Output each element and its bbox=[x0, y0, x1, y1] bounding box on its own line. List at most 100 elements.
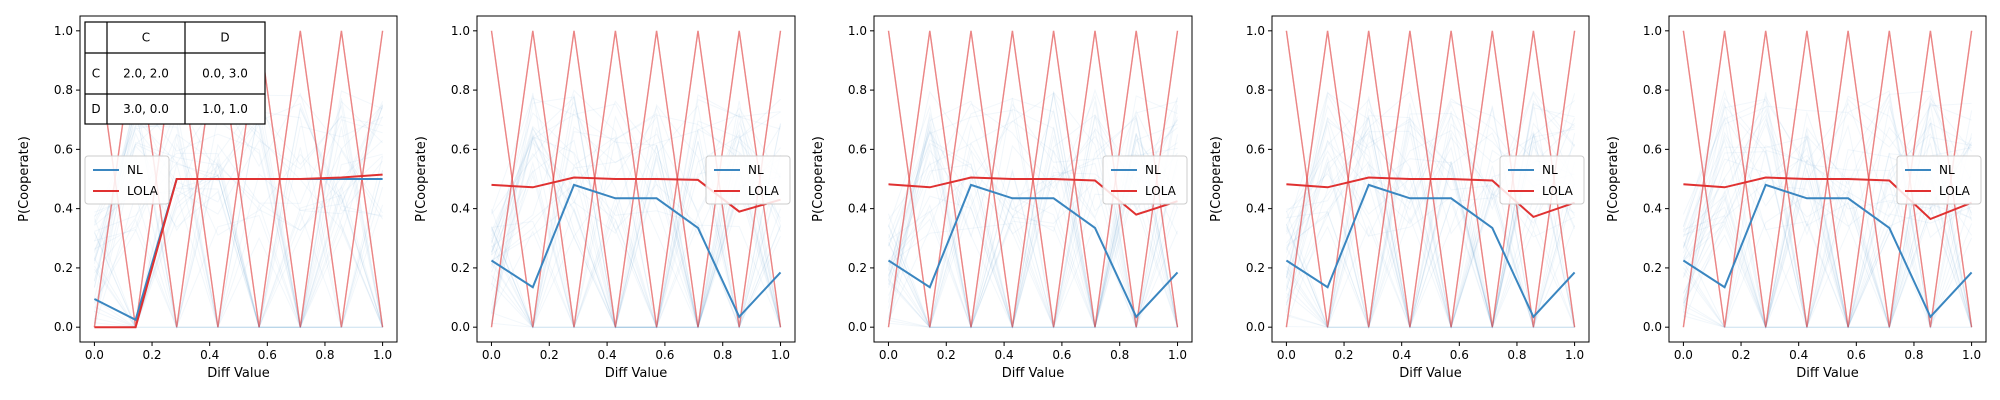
legend-label-nl: NL bbox=[1542, 163, 1558, 177]
y-tick-label: 0.2 bbox=[848, 261, 867, 275]
nl-trajectory-line bbox=[888, 100, 1178, 330]
nl-trajectory-line bbox=[491, 114, 781, 328]
y-tick-label: 0.4 bbox=[451, 202, 470, 216]
x-axis-label: Diff Value bbox=[1002, 366, 1064, 381]
x-tick-label: 1.0 bbox=[1565, 348, 1584, 362]
series-line-lola bbox=[1683, 176, 1972, 221]
y-tick-label: 0.2 bbox=[54, 261, 73, 275]
y-axis-label: P(Cooperate) bbox=[1606, 136, 1621, 222]
x-tick-label: 0.6 bbox=[258, 348, 277, 362]
nl-trajectory-line bbox=[1285, 164, 1576, 328]
axes-frame bbox=[1271, 15, 1590, 343]
nl-trajectory-line bbox=[93, 125, 384, 328]
nl-trajectory-line bbox=[1286, 117, 1576, 328]
y-axis-label: P(Cooperate) bbox=[1209, 136, 1224, 222]
x-axis-label: Diff Value bbox=[1399, 366, 1461, 381]
nl-trajectory-line bbox=[1285, 91, 1575, 328]
y-tick-label: 0.8 bbox=[848, 83, 867, 97]
x-tick-label: 1.0 bbox=[373, 348, 392, 362]
nl-trajectory-line bbox=[1683, 122, 1973, 330]
x-tick-label: 0.4 bbox=[598, 348, 617, 362]
nl-trajectory-line bbox=[491, 114, 781, 328]
y-tick-label: 1.0 bbox=[848, 24, 867, 38]
nl-trajectory-line bbox=[1285, 116, 1576, 328]
series-line-nl bbox=[1682, 183, 1973, 319]
nl-trajectory-line bbox=[1682, 95, 1973, 328]
legend-label-nl: NL bbox=[1939, 163, 1955, 177]
nl-trajectory-line bbox=[888, 111, 1178, 329]
nl-trajectory-line bbox=[94, 101, 384, 329]
nl-trajectory-line bbox=[93, 141, 384, 328]
y-tick-label: 0.0 bbox=[451, 320, 470, 334]
series-line-nl bbox=[1285, 183, 1576, 319]
nl-trajectory-line bbox=[888, 114, 1178, 328]
axes-frame bbox=[79, 15, 398, 343]
nl-trajectory-line bbox=[888, 170, 1178, 328]
nl-trajectory-line bbox=[888, 101, 1178, 328]
nl-trajectory-line bbox=[93, 122, 384, 328]
x-tick-label: 0.2 bbox=[142, 348, 161, 362]
nl-trajectory-line bbox=[491, 126, 781, 328]
legend: NL LOLA bbox=[1896, 155, 1982, 205]
nl-trajectory-line bbox=[491, 94, 781, 328]
y-tick-label: 0.4 bbox=[848, 202, 867, 216]
x-tick-label: 0.0 bbox=[879, 348, 898, 362]
nl-trajectory-line bbox=[491, 98, 781, 328]
subplot-4: 0.0 0.2 0.4 0.6 0.8 1.0 0.0 0.2 0.4 0.6 0.8 1.0 Diff… bbox=[1209, 15, 1590, 381]
x-tick-label: 0.4 bbox=[995, 348, 1014, 362]
payoff-row-header: D bbox=[91, 102, 100, 116]
nl-trajectory-line bbox=[1683, 122, 1973, 328]
series-line-lola bbox=[1286, 176, 1575, 219]
x-tick-label: 1.0 bbox=[1962, 348, 1981, 362]
x-tick-label: 0.8 bbox=[1904, 348, 1923, 362]
x-tick-label: 0.4 bbox=[1789, 348, 1808, 362]
nl-trajectory-line bbox=[491, 89, 781, 330]
nl-trajectory-line bbox=[93, 108, 383, 329]
legend-label-nl: NL bbox=[1145, 163, 1161, 177]
nl-trajectory-line bbox=[93, 103, 384, 328]
x-tick-label: 1.0 bbox=[771, 348, 790, 362]
nl-trajectory-line bbox=[1285, 90, 1575, 329]
nl-trajectory-line bbox=[491, 169, 781, 329]
y-tick-label: 0.2 bbox=[1246, 261, 1265, 275]
legend: NL LOLA bbox=[84, 155, 170, 205]
nl-trajectory-line bbox=[94, 98, 384, 328]
series-line-nl bbox=[887, 183, 1179, 319]
x-tick-label: 0.8 bbox=[713, 348, 732, 362]
x-tick-label: 0.0 bbox=[1277, 348, 1296, 362]
nl-trajectory-line bbox=[491, 136, 781, 328]
nl-trajectory-line bbox=[491, 107, 781, 329]
y-tick-label: 0.6 bbox=[451, 142, 470, 156]
x-tick-label: 0.8 bbox=[1507, 348, 1526, 362]
x-tick-label: 0.2 bbox=[540, 348, 559, 362]
nl-trajectory-line bbox=[491, 144, 781, 330]
y-axis-label: P(Cooperate) bbox=[811, 136, 826, 222]
legend: NL LOLA bbox=[705, 155, 791, 205]
y-tick-label: 0.0 bbox=[1246, 320, 1265, 334]
x-tick-label: 0.0 bbox=[1674, 348, 1693, 362]
nl-trajectory-line bbox=[1285, 92, 1576, 328]
nl-trajectory-line bbox=[93, 94, 384, 253]
nl-trajectory-line bbox=[888, 105, 1178, 328]
nl-trajectory-line bbox=[491, 125, 781, 328]
legend-label-nl: NL bbox=[127, 163, 143, 177]
y-tick-label: 1.0 bbox=[54, 24, 73, 38]
y-tick-label: 0.4 bbox=[54, 202, 73, 216]
x-tick-label: 0.4 bbox=[1392, 348, 1411, 362]
y-tick-label: 0.6 bbox=[1643, 142, 1662, 156]
x-tick-label: 0.6 bbox=[1847, 348, 1866, 362]
y-tick-label: 0.0 bbox=[1643, 320, 1662, 334]
nl-trajectory-line bbox=[93, 91, 384, 328]
nl-trajectory-line bbox=[491, 125, 781, 329]
legend-label-lola: LOLA bbox=[1145, 184, 1177, 198]
y-tick-label: 0.6 bbox=[848, 142, 867, 156]
x-tick-label: 0.2 bbox=[1334, 348, 1353, 362]
nl-trajectory-line bbox=[1682, 89, 1972, 329]
nl-trajectory-line bbox=[93, 116, 383, 330]
nl-trajectory-line bbox=[1285, 123, 1575, 329]
nl-trajectory-line bbox=[1682, 108, 1973, 328]
subplot-5: 0.0 0.2 0.4 0.6 0.8 1.0 0.0 0.2 0.4 0.6 0.8 1.0 Diff… bbox=[1606, 15, 1987, 381]
nl-trajectory-line bbox=[1683, 117, 1973, 329]
nl-trajectory-line bbox=[491, 94, 781, 330]
